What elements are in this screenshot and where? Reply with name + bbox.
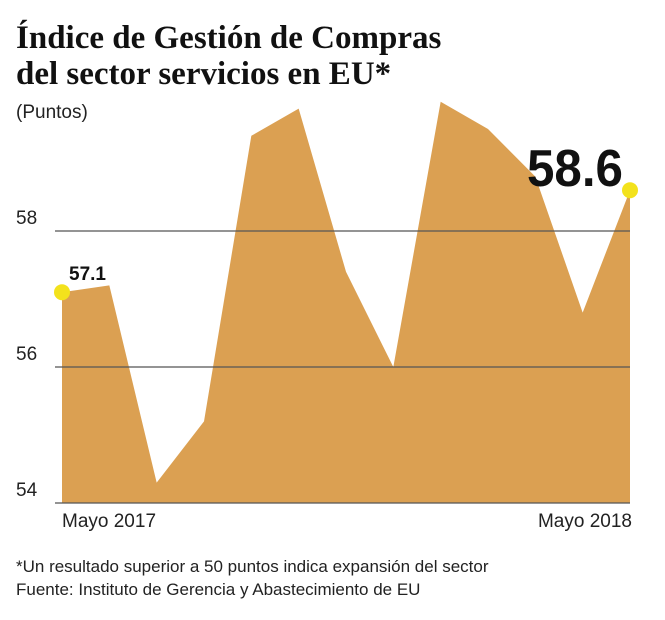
y-tick-label: 56 xyxy=(16,344,37,365)
x-tick-label: Mayo 2017 xyxy=(62,511,156,532)
y-tick-label: 54 xyxy=(16,480,38,501)
chart-title: Índice de Gestión de Compras xyxy=(16,19,442,56)
data-label: 57.1 xyxy=(69,264,106,285)
data-label: 58.6 xyxy=(527,140,623,198)
plot: 54 56 58 Mayo 2017 Mayo 2018 57.1 58.6 xyxy=(16,101,638,532)
x-tick-label: Mayo 2018 xyxy=(538,511,632,532)
point-marker xyxy=(54,284,70,301)
chart-title: del sector servicios en EU* xyxy=(16,56,391,92)
source: Fuente: Instituto de Gerencia y Abasteci… xyxy=(16,580,420,599)
subtitle: (Puntos) xyxy=(16,102,88,123)
footnote: *Un resultado superior a 50 puntos indic… xyxy=(16,557,489,576)
y-tick-label: 58 xyxy=(16,208,37,229)
area xyxy=(62,101,630,504)
point-marker xyxy=(622,182,638,199)
